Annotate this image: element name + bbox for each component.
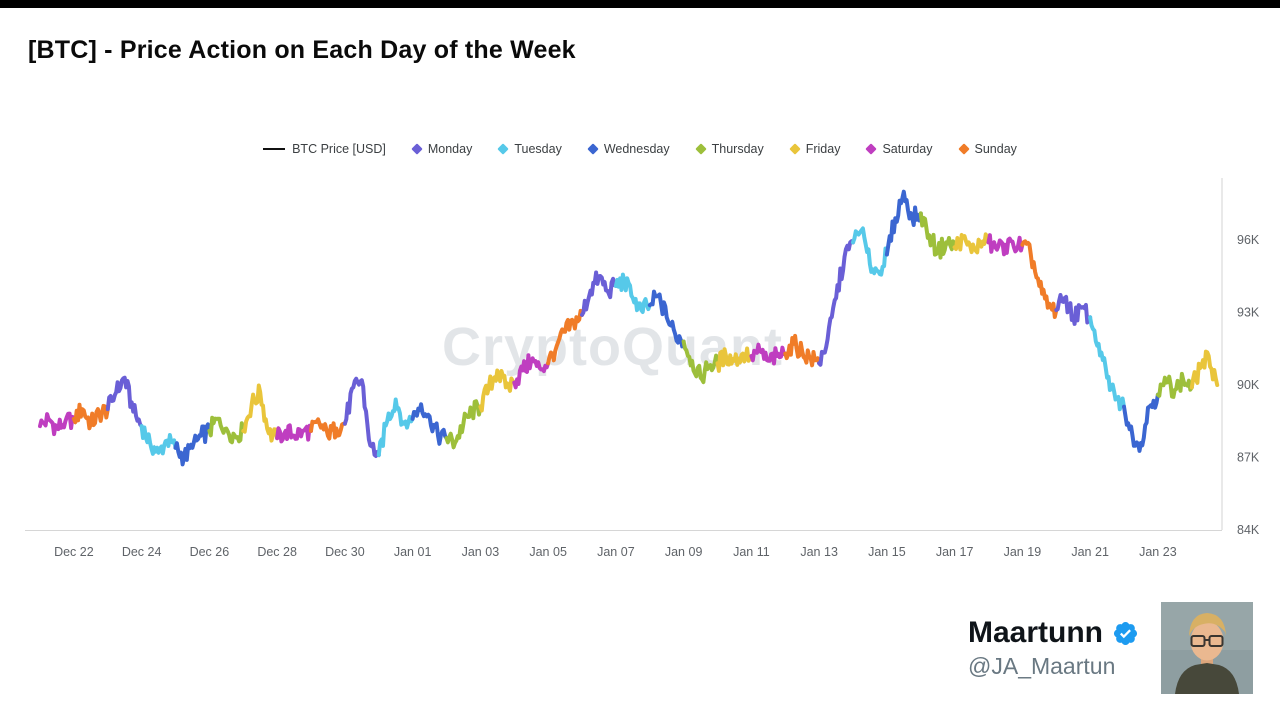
- day-segment-wednesday: [1122, 392, 1160, 453]
- day-segment-friday: [715, 346, 754, 373]
- day-segment-wednesday: [410, 402, 449, 446]
- legend-label: Wednesday: [603, 142, 670, 156]
- x-tick-label: Jan 01: [394, 545, 432, 559]
- day-segment-thursday: [1155, 371, 1194, 399]
- legend-label: Saturday: [882, 142, 933, 156]
- day-segment-sunday: [546, 308, 584, 366]
- day-segment-sunday: [309, 417, 347, 441]
- x-tick-label: Jan 03: [462, 545, 500, 559]
- day-segment-friday: [241, 383, 280, 443]
- legend-label: Sunday: [974, 142, 1017, 156]
- day-segment-monday: [1054, 293, 1093, 326]
- y-tick-label: 96K: [1237, 233, 1260, 247]
- y-tick-label: 84K: [1237, 523, 1260, 537]
- author-handle: @JA_Maartun: [968, 653, 1116, 679]
- y-tick-label: 87K: [1237, 450, 1260, 464]
- attribution-card: Maartunn @JA_Maartun: [968, 602, 1253, 694]
- day-segment-thursday: [681, 339, 720, 385]
- x-tick-label: Jan 23: [1139, 545, 1177, 559]
- day-segment-thursday: [207, 415, 246, 445]
- legend-item-monday: Monday: [411, 142, 473, 156]
- x-tick-label: Dec 22: [54, 545, 94, 559]
- day-segment-thursday: [444, 399, 483, 450]
- day-segment-monday: [580, 270, 618, 317]
- legend-label: Friday: [805, 142, 841, 156]
- verified-badge-icon: [1113, 621, 1138, 645]
- day-segment-tuesday: [376, 397, 415, 458]
- legend-item-sunday: Sunday: [957, 142, 1017, 156]
- day-segment-sunday: [71, 402, 110, 431]
- chart-legend: BTC Price [USD] Monday Tuesday Wednesday Th…: [0, 142, 1280, 156]
- x-tick-label: Jan 11: [733, 545, 770, 559]
- x-tick-label: Jan 13: [800, 545, 838, 559]
- day-segment-saturday: [749, 342, 788, 366]
- avatar-image: [1161, 602, 1253, 694]
- legend-item-friday: Friday: [789, 142, 841, 156]
- day-segment-saturday: [275, 423, 313, 444]
- day-segment-sunday: [783, 333, 822, 368]
- day-segment-monday: [105, 375, 144, 429]
- day-segment-tuesday: [613, 272, 652, 314]
- legend-item-btc-price: BTC Price [USD]: [263, 142, 386, 156]
- legend-label-btc-price: BTC Price [USD]: [292, 142, 386, 156]
- legend-item-tuesday: Tuesday: [497, 142, 562, 156]
- y-tick-label: 90K: [1237, 378, 1260, 392]
- author-name-row: Maartunn: [968, 616, 1139, 650]
- chart-title: [BTC] - Price Action on Each Day of the …: [28, 36, 576, 64]
- legend-item-thursday: Thursday: [694, 142, 764, 156]
- day-segment-monday: [342, 376, 381, 458]
- author-name: Maartunn: [968, 616, 1103, 649]
- day-segment-wednesday: [173, 422, 212, 467]
- day-segment-friday: [952, 232, 991, 255]
- day-segment-tuesday: [139, 424, 178, 456]
- btc-price-underlay-line: [39, 191, 1218, 465]
- x-tick-label: Jan 17: [936, 545, 974, 559]
- day-segment-tuesday: [1088, 315, 1126, 412]
- x-tick-label: Dec 28: [257, 545, 297, 559]
- day-segment-saturday: [38, 411, 76, 437]
- x-tick-label: Dec 26: [190, 545, 230, 559]
- x-tick-label: Jan 15: [868, 545, 906, 559]
- legend-label: Tuesday: [514, 142, 562, 156]
- day-segment-thursday: [918, 211, 957, 260]
- day-segment-friday: [1189, 349, 1220, 390]
- top-black-bar: [0, 0, 1280, 8]
- x-tick-label: Jan 19: [1004, 545, 1042, 559]
- day-segment-monday: [817, 239, 855, 367]
- x-tick-label: Dec 24: [122, 545, 162, 559]
- line-swatch-icon: [263, 148, 286, 150]
- legend-item-wednesday: Wednesday: [587, 142, 670, 156]
- day-segment-saturday: [512, 353, 551, 390]
- legend-label: Monday: [427, 142, 473, 156]
- day-segment-friday: [478, 368, 517, 413]
- x-tick-label: Jan 05: [529, 545, 567, 559]
- legend-item-saturday: Saturday: [865, 142, 933, 156]
- author-info: Maartunn @JA_Maartun: [968, 616, 1139, 680]
- x-tick-label: Jan 09: [665, 545, 703, 559]
- legend-label: Thursday: [711, 142, 764, 156]
- x-tick-label: Dec 30: [325, 545, 365, 559]
- day-segment-saturday: [986, 233, 1025, 257]
- x-tick-label: Jan 21: [1071, 545, 1109, 559]
- day-segment-tuesday: [851, 226, 889, 277]
- day-segment-wednesday: [884, 189, 923, 257]
- y-tick-label: 93K: [1237, 305, 1260, 319]
- x-tick-label: Jan 07: [597, 545, 635, 559]
- day-segment-sunday: [1020, 239, 1059, 319]
- day-segment-wednesday: [647, 289, 686, 349]
